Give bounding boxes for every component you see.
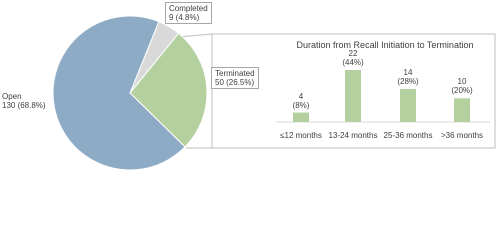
bar <box>345 70 361 122</box>
slice-label: Completed 9 (4.8%) <box>165 2 212 24</box>
slice-value-label: 50 (26.5%) <box>215 78 255 87</box>
bar <box>454 98 470 122</box>
bar <box>293 112 309 122</box>
bar-value-label: 14 (28%) <box>397 67 419 86</box>
bar-value-label: 10 (20%) <box>451 77 473 96</box>
slice-label: Open 130 (68.8%) <box>2 92 46 110</box>
pie-slice <box>52 15 186 170</box>
x-tick-label: ≤12 months <box>280 131 322 140</box>
connector <box>177 33 213 38</box>
pie-slice <box>129 32 208 148</box>
slice-value-label: 9 (4.8%) <box>169 13 200 22</box>
bar-value-label: 22 (44%) <box>342 49 364 67</box>
bar-value-label: 4 (8%) <box>292 91 310 110</box>
slice-value-label: 130 (68.8%) <box>2 101 46 110</box>
x-tick-label: 25-36 months <box>383 131 433 140</box>
slice-category: Completed <box>169 4 208 13</box>
page: Duration from Recall Initiation to Termi… <box>2 2 496 170</box>
x-tick-label: >36 months <box>440 131 484 140</box>
chart <box>52 15 496 170</box>
slice-category: Open <box>2 92 22 101</box>
bar-title: Duration from Recall Initiation to Termi… <box>296 40 474 50</box>
x-tick-label: 13-24 months <box>328 131 378 140</box>
bar <box>400 88 416 122</box>
slice-category: Terminated <box>215 69 255 78</box>
slice-label: Terminated 50 (26.5%) <box>211 67 259 89</box>
